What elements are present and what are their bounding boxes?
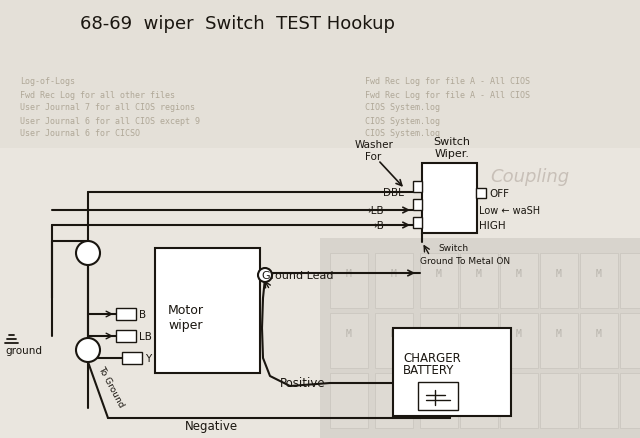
- Text: M: M: [556, 268, 562, 279]
- Text: M: M: [436, 268, 442, 279]
- Circle shape: [76, 241, 100, 265]
- Text: To Ground: To Ground: [96, 364, 125, 408]
- Bar: [540, 373, 578, 428]
- Text: Ground Lead: Ground Lead: [262, 270, 333, 280]
- Bar: [330, 313, 368, 368]
- Bar: [620, 313, 640, 368]
- Bar: [375, 313, 413, 368]
- Text: →B: →B: [368, 220, 384, 230]
- Text: BATTERY: BATTERY: [403, 364, 454, 377]
- Bar: [620, 254, 640, 308]
- Text: DBL: DBL: [383, 187, 404, 198]
- Text: M: M: [346, 268, 352, 279]
- Text: Negative: Negative: [185, 420, 238, 432]
- Text: Switch: Switch: [433, 137, 470, 147]
- Text: User Journal 6 for CICSO: User Journal 6 for CICSO: [20, 129, 140, 138]
- Bar: [375, 373, 413, 428]
- Text: Fwd Rec Log for file A - All CIOS: Fwd Rec Log for file A - All CIOS: [365, 90, 530, 99]
- Bar: [580, 313, 618, 368]
- Text: M: M: [346, 328, 352, 338]
- Text: Coupling: Coupling: [490, 168, 569, 186]
- Text: ground: ground: [5, 345, 42, 355]
- Circle shape: [258, 268, 272, 283]
- Text: CHARGER: CHARGER: [403, 352, 461, 365]
- Text: CIOS System.log: CIOS System.log: [365, 129, 440, 138]
- Bar: [155, 248, 260, 373]
- Bar: [460, 373, 498, 428]
- Bar: [330, 373, 368, 428]
- Text: Fwd Rec Log for all other files: Fwd Rec Log for all other files: [20, 90, 175, 99]
- Text: M: M: [516, 268, 522, 279]
- Text: M: M: [596, 268, 602, 279]
- Bar: [540, 313, 578, 368]
- Bar: [500, 254, 538, 308]
- Bar: [420, 373, 458, 428]
- Text: OFF: OFF: [489, 189, 509, 198]
- Text: CIOS System.log: CIOS System.log: [365, 103, 440, 112]
- Bar: [116, 330, 136, 342]
- Text: Wiper.: Wiper.: [435, 148, 470, 159]
- Bar: [413, 218, 422, 229]
- Text: CIOS System.log: CIOS System.log: [365, 116, 440, 125]
- Text: LB: LB: [139, 331, 152, 341]
- Bar: [413, 200, 422, 211]
- Bar: [320, 238, 640, 438]
- Bar: [393, 328, 511, 416]
- Text: Low ← waSH: Low ← waSH: [479, 205, 540, 215]
- Bar: [460, 254, 498, 308]
- Text: M: M: [476, 268, 482, 279]
- Bar: [580, 254, 618, 308]
- Bar: [0, 148, 640, 438]
- Text: M: M: [516, 328, 522, 338]
- Text: For: For: [365, 152, 381, 162]
- Text: M: M: [476, 328, 482, 338]
- Bar: [500, 373, 538, 428]
- Bar: [330, 254, 368, 308]
- Bar: [500, 313, 538, 368]
- Text: Switch: Switch: [438, 244, 468, 253]
- Bar: [420, 313, 458, 368]
- Text: User Journal 6 for all CIOS except 9: User Journal 6 for all CIOS except 9: [20, 116, 200, 125]
- Text: Y: Y: [145, 353, 151, 363]
- Text: B: B: [139, 309, 146, 319]
- Text: Fwd Rec Log for file A - All CIOS: Fwd Rec Log for file A - All CIOS: [365, 78, 530, 86]
- Bar: [580, 373, 618, 428]
- Bar: [422, 164, 477, 233]
- Bar: [122, 352, 142, 364]
- Bar: [620, 373, 640, 428]
- Text: User Journal 7 for all CIOS regions: User Journal 7 for all CIOS regions: [20, 103, 195, 112]
- Bar: [460, 313, 498, 368]
- Text: wiper: wiper: [168, 319, 202, 332]
- Text: M: M: [391, 268, 397, 279]
- Bar: [418, 382, 458, 410]
- Text: Log-of-Logs: Log-of-Logs: [20, 78, 75, 86]
- Text: Ground To Metal ON: Ground To Metal ON: [420, 256, 510, 265]
- Text: 68-69  wiper  Switch  TEST Hookup: 68-69 wiper Switch TEST Hookup: [80, 15, 395, 33]
- Circle shape: [76, 338, 100, 362]
- Text: M: M: [596, 328, 602, 338]
- Bar: [0, 0, 640, 148]
- Text: Washer: Washer: [355, 140, 394, 150]
- Text: M: M: [556, 328, 562, 338]
- Bar: [420, 254, 458, 308]
- Bar: [476, 189, 486, 198]
- Bar: [413, 182, 422, 193]
- Bar: [540, 254, 578, 308]
- Text: M: M: [436, 328, 442, 338]
- Bar: [375, 254, 413, 308]
- Text: M: M: [391, 328, 397, 338]
- Text: HIGH: HIGH: [479, 220, 506, 230]
- Text: Motor: Motor: [168, 304, 204, 317]
- Text: Positive: Positive: [280, 377, 326, 390]
- Text: →LB: →LB: [362, 205, 383, 215]
- Bar: [116, 308, 136, 320]
